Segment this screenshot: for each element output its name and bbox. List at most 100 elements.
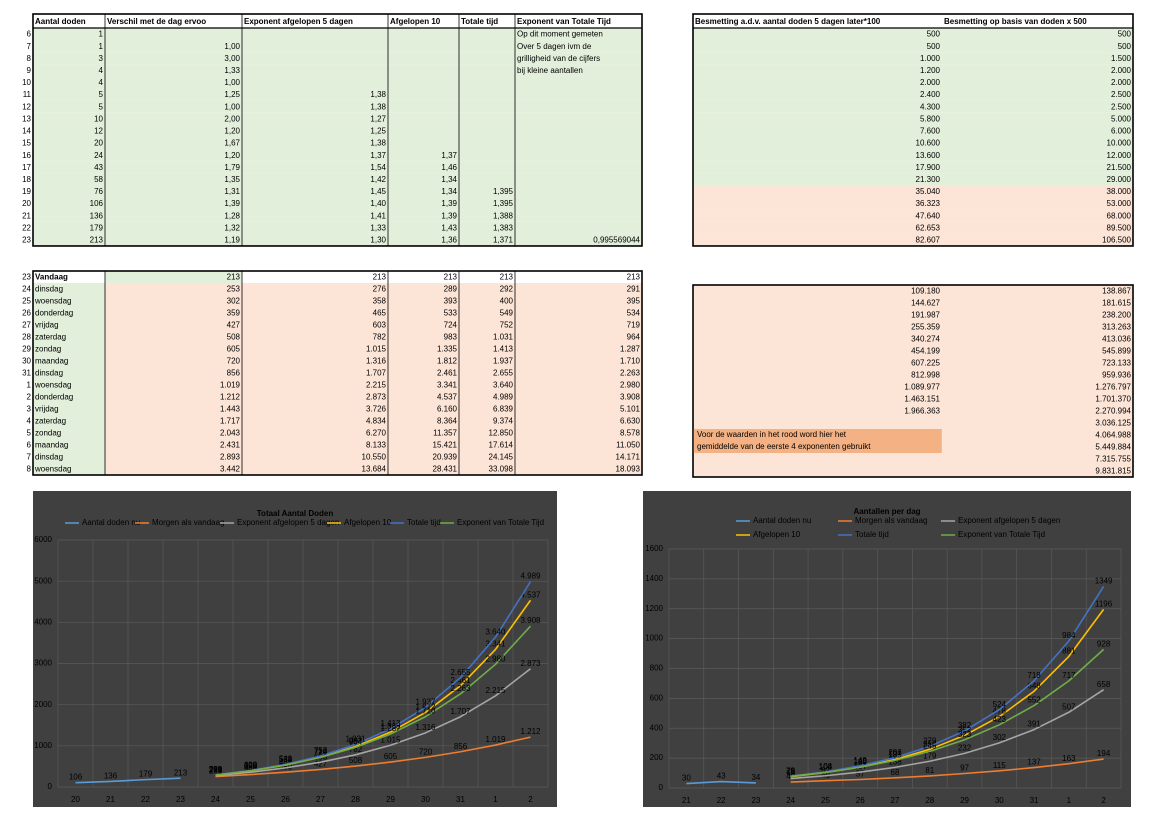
x-tick-label: 26 — [281, 795, 290, 804]
cell — [33, 415, 105, 427]
cell — [33, 233, 105, 246]
cell-text: 1.089.977 — [904, 383, 940, 392]
data-label: 76 — [786, 767, 795, 776]
cell-text: 5.800 — [920, 114, 941, 123]
cell — [388, 28, 459, 41]
cell — [242, 343, 388, 355]
cell — [105, 367, 242, 379]
data-label: 179 — [923, 751, 937, 760]
data-label: 2.873 — [520, 659, 541, 668]
cell-text: maandag — [35, 441, 68, 450]
cell — [942, 441, 1133, 453]
data-label: 292 — [209, 765, 223, 774]
cell-text: 213 — [373, 273, 387, 282]
cell-text: 2.980 — [620, 381, 641, 390]
cell-text: 719 — [627, 321, 641, 330]
cell — [33, 136, 105, 150]
cell-text: 213 — [90, 236, 104, 245]
cell-text: 2.655 — [493, 369, 514, 378]
cell — [105, 185, 242, 198]
cell-text: 1.937 — [493, 357, 514, 366]
x-tick-label: 28 — [351, 795, 360, 804]
cell-text: woensdag — [34, 297, 71, 306]
row-number: 1 — [27, 381, 32, 390]
y-tick-label: 0 — [48, 782, 53, 791]
cell — [33, 221, 105, 234]
cell — [33, 52, 105, 65]
cell-text: 6.839 — [493, 405, 514, 414]
cell — [33, 283, 105, 295]
cell-text: 213 — [444, 273, 458, 282]
series-line — [215, 625, 532, 776]
cell — [942, 28, 1133, 41]
cell — [242, 307, 388, 319]
cell — [515, 161, 642, 174]
cell-text: Op dit moment gemeten — [517, 30, 603, 39]
cell — [942, 393, 1133, 405]
row-number: 6 — [27, 30, 32, 39]
cell — [388, 64, 459, 77]
cell — [33, 295, 105, 307]
cell-text: 313.263 — [1102, 323, 1131, 332]
legend-label: Afgelopen 10 — [753, 530, 801, 539]
data-label: 232 — [958, 743, 972, 752]
cell-text: 1,395 — [493, 187, 514, 196]
cell-text: 12 — [94, 127, 103, 136]
data-label: 507 — [1062, 702, 1076, 711]
cell — [942, 52, 1133, 65]
cell-text: 1,67 — [224, 139, 240, 148]
legend-label: Morgen als vandaag — [855, 516, 928, 525]
cell — [388, 112, 459, 125]
data-label: 1196 — [1095, 599, 1113, 608]
data-label: 1.413 — [380, 719, 401, 728]
cell — [388, 391, 459, 403]
x-tick-label: 27 — [891, 796, 900, 805]
cell-text: 20 — [94, 139, 103, 148]
cell-text: 43 — [94, 163, 103, 172]
cell — [942, 197, 1133, 210]
row-number: 23 — [22, 236, 31, 245]
cell — [515, 76, 642, 89]
cell-text: 12.850 — [489, 429, 514, 438]
cell-text: 1,41 — [370, 211, 386, 220]
cell-text: 1,25 — [224, 90, 240, 99]
cell — [105, 124, 242, 137]
cell — [33, 124, 105, 137]
cell-text: 1.812 — [437, 357, 458, 366]
x-tick-label: 21 — [682, 796, 691, 805]
data-label: 391 — [1027, 720, 1041, 729]
cell — [693, 185, 942, 198]
cell-text: 534 — [627, 309, 641, 318]
legend-label: Totale tijd — [855, 530, 889, 539]
cell-text: 983 — [444, 333, 458, 342]
cell-text: 3,00 — [224, 54, 240, 63]
cell — [693, 64, 942, 77]
cell — [942, 417, 1133, 429]
cell — [942, 285, 1133, 297]
cell — [33, 149, 105, 162]
row-number: 19 — [22, 187, 31, 196]
cell — [33, 76, 105, 89]
row-number: 8 — [27, 465, 32, 474]
cell — [942, 233, 1133, 246]
cell — [942, 88, 1133, 101]
cell-text: 9.374 — [493, 417, 514, 426]
cell — [515, 197, 642, 210]
cell-text: 7.600 — [920, 127, 941, 136]
header-cell — [33, 14, 105, 28]
cell-text: 33.098 — [489, 465, 514, 474]
cell-text: 720 — [227, 357, 241, 366]
cell-text: 11.050 — [616, 441, 640, 450]
cell — [942, 136, 1133, 150]
cell-text: 6.270 — [366, 429, 387, 438]
cell-text: 13.600 — [916, 151, 941, 160]
cell — [942, 221, 1133, 234]
cell-text: 1.212 — [220, 393, 241, 402]
data-label: 140 — [854, 757, 868, 766]
cell-text: 2.043 — [220, 429, 241, 438]
cell-text: 38.000 — [1107, 187, 1132, 196]
cell — [942, 453, 1133, 465]
cell-text: 2.000 — [1111, 78, 1132, 87]
cell-text: 29.000 — [1107, 175, 1132, 184]
cell-text: dinsdag — [35, 285, 63, 294]
